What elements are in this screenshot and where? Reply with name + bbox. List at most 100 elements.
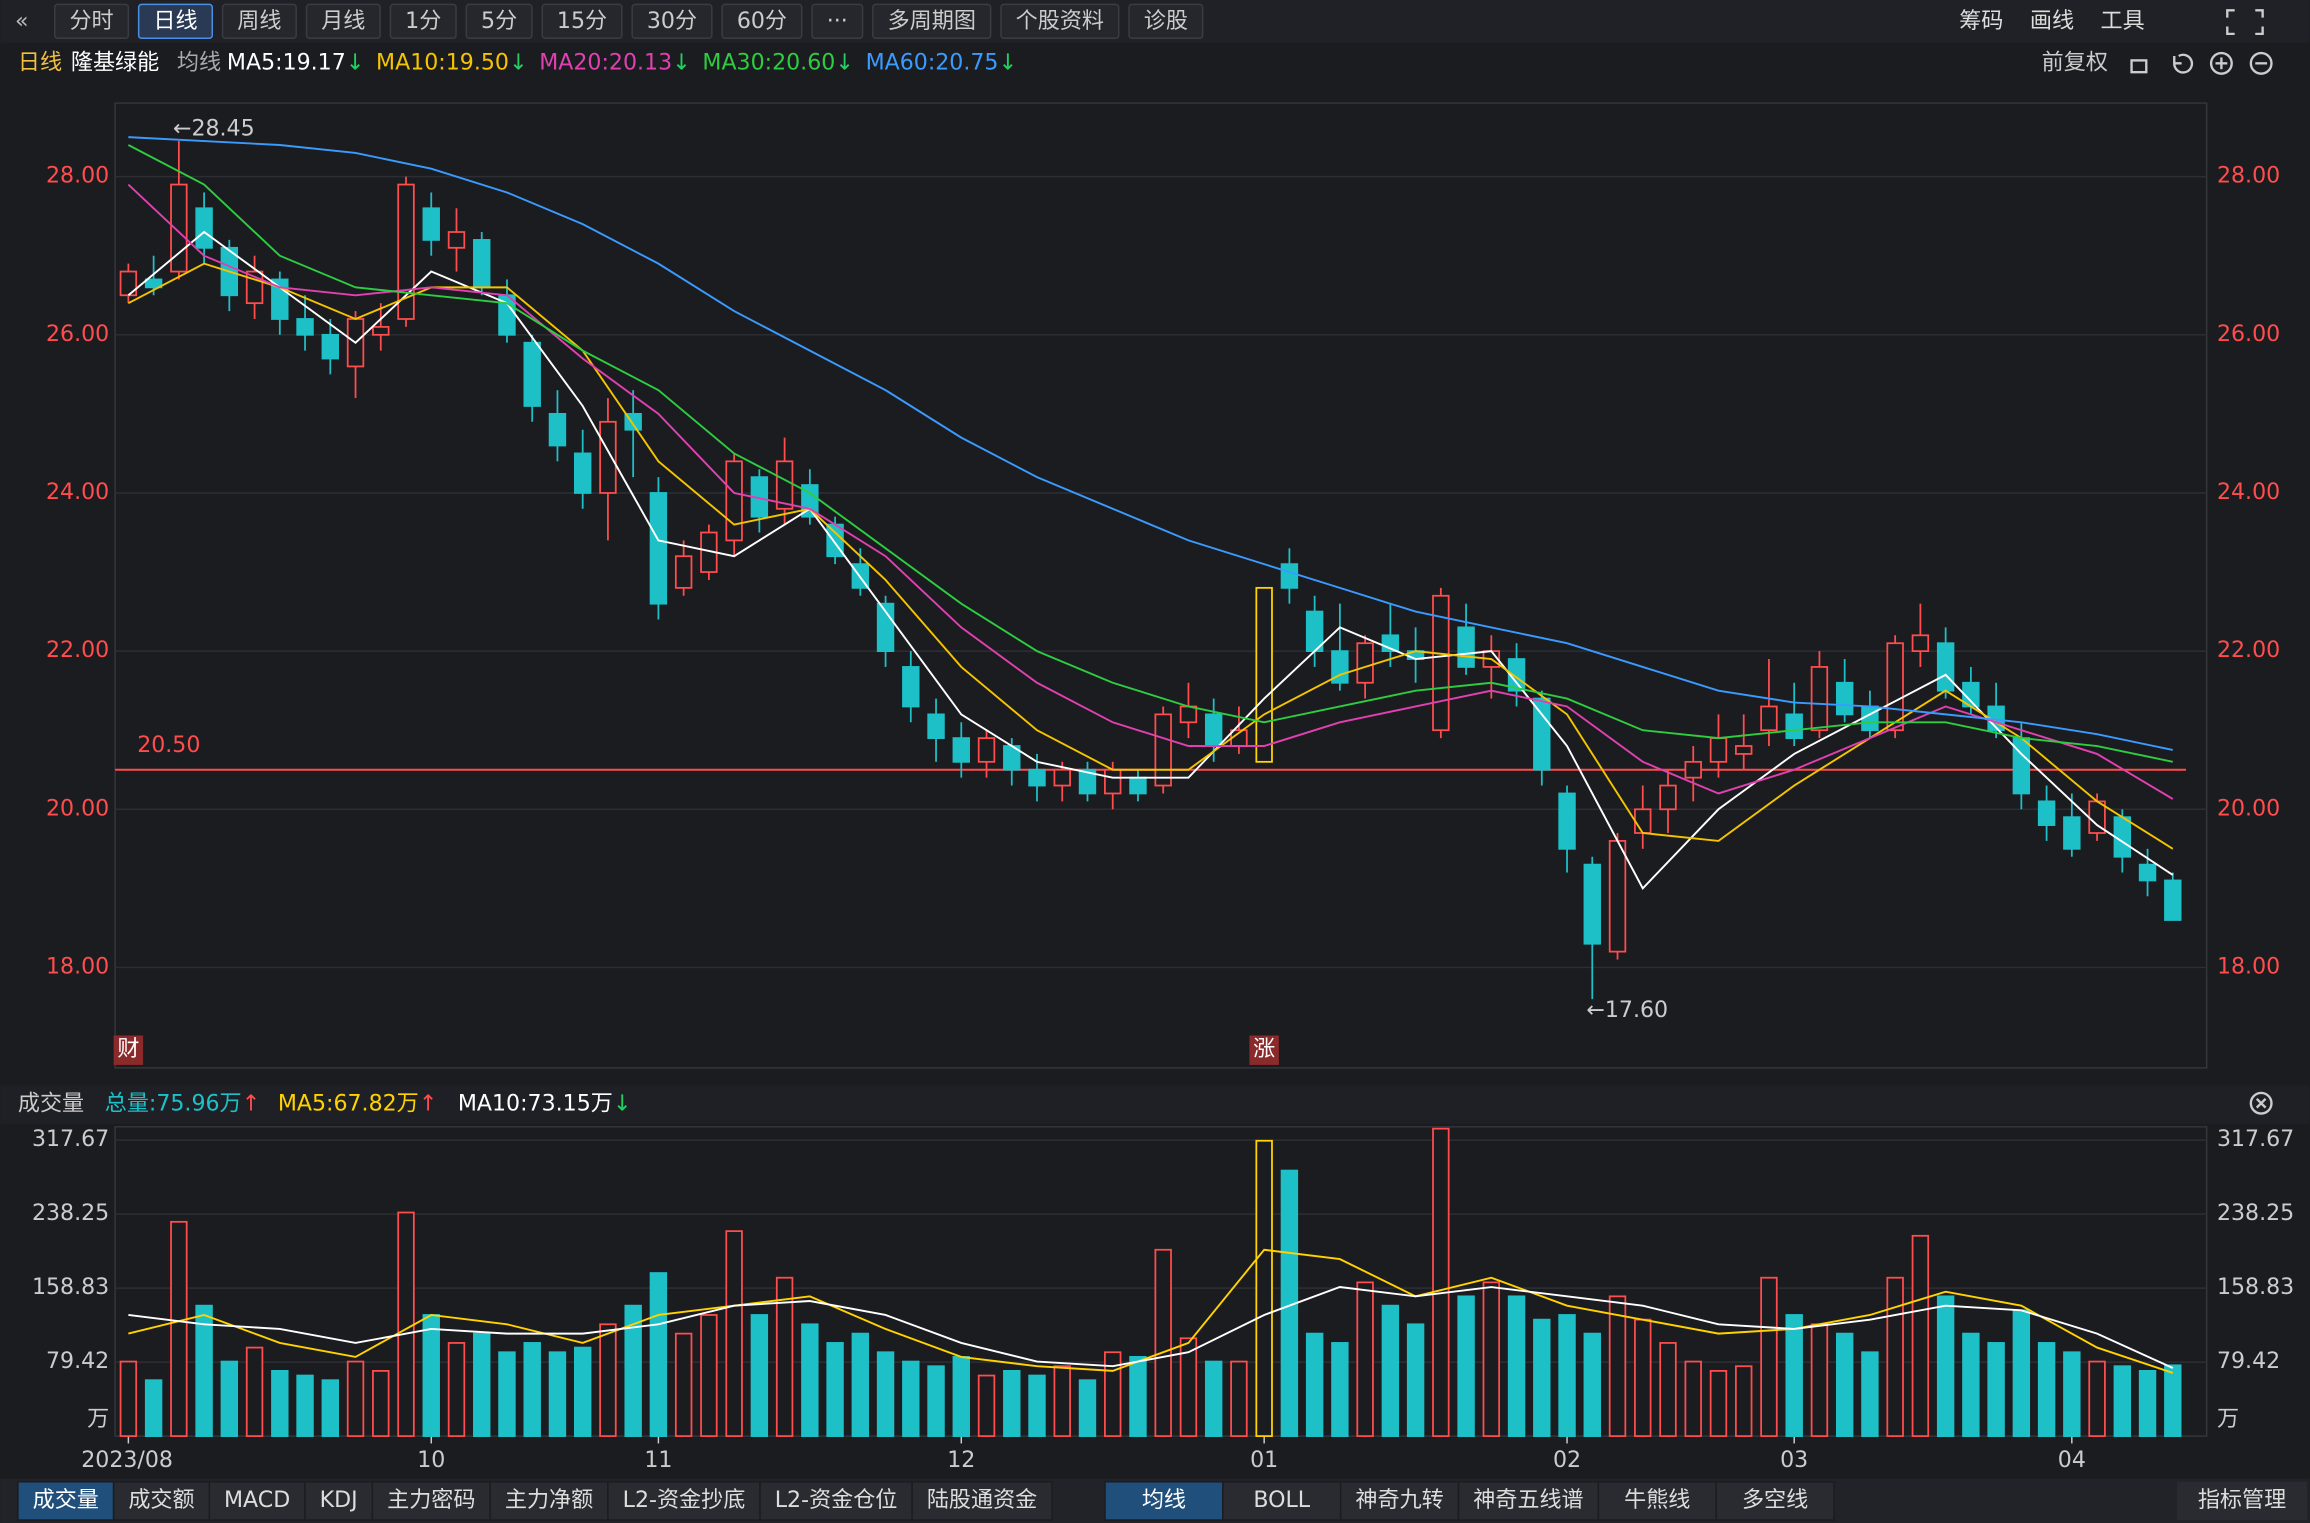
toolbar-right-label[interactable]: 筹码 — [1959, 8, 2003, 34]
tab[interactable] — [1715, 1481, 1835, 1521]
candle-body — [1659, 784, 1677, 811]
toolbar-button[interactable] — [1000, 3, 1120, 40]
tab[interactable] — [1222, 1481, 1342, 1521]
x-tick-label: 2023/08 — [81, 1447, 173, 1473]
manage-label[interactable]: 指标管理 — [2198, 1487, 2286, 1513]
tab-label[interactable]: MACD — [224, 1487, 290, 1513]
tab-label[interactable]: 神奇五线谱 — [1473, 1487, 1583, 1513]
tab-label[interactable]: KDJ — [320, 1487, 358, 1513]
tab-label[interactable]: 多空线 — [1742, 1487, 1808, 1513]
volume-bar — [1936, 1295, 1955, 1437]
tab-label[interactable]: L2-资金仓位 — [775, 1487, 898, 1513]
candle-body — [2138, 863, 2157, 882]
toolbar-button[interactable] — [811, 3, 864, 40]
toolbar-button[interactable] — [721, 3, 803, 40]
toolbar-label[interactable]: ··· — [827, 8, 848, 34]
candle-body — [548, 413, 567, 447]
toolbar-label[interactable]: 周线 — [237, 8, 281, 34]
toolbar-button[interactable] — [541, 3, 623, 40]
y2-tick-label: 20.00 — [2217, 795, 2280, 821]
toolbar-label[interactable]: 多周期图 — [888, 8, 976, 34]
toolbar-label[interactable]: 月线 — [321, 8, 365, 34]
candle-body — [1735, 745, 1753, 755]
toolbar-button[interactable] — [53, 3, 130, 40]
volume-bar — [1331, 1342, 1349, 1437]
tab-label[interactable]: 主力密码 — [387, 1487, 475, 1513]
volume-bar — [700, 1314, 718, 1437]
adjust-mode[interactable]: 前复权 — [2042, 49, 2108, 75]
tab-label[interactable]: BOLL — [1253, 1487, 1310, 1513]
toolbar-label[interactable]: 日线 — [153, 8, 197, 34]
tab-label[interactable]: 陆股通资金 — [927, 1487, 1037, 1513]
volume-bar — [422, 1314, 440, 1437]
volume-bar — [1053, 1365, 1071, 1437]
toolbar-label[interactable]: 15分 — [557, 8, 607, 34]
candle-body — [1129, 776, 1147, 795]
toolbar-label[interactable]: 30分 — [647, 8, 697, 34]
event-marker[interactable] — [1249, 1035, 1279, 1065]
candle-body — [1835, 681, 1854, 716]
volume-legend-entry: MA5:67.82万 — [278, 1091, 419, 1117]
volume-unit-right: 万 — [2217, 1406, 2239, 1432]
toolbar-label[interactable]: 分时 — [69, 8, 113, 34]
tab-label[interactable]: L2-资金抄底 — [623, 1487, 746, 1513]
event-marker-label[interactable]: 涨 — [1253, 1036, 1275, 1062]
candle-body — [977, 737, 996, 763]
tab[interactable] — [1457, 1481, 1600, 1521]
toolbar-button[interactable] — [305, 3, 381, 40]
volume-bar — [1179, 1337, 1198, 1437]
tab-label[interactable]: 牛熊线 — [1624, 1487, 1690, 1513]
y-tick-label: 20.00 — [46, 795, 109, 821]
toolbar-button[interactable] — [631, 3, 713, 40]
zoom-out-icon[interactable] — [2249, 51, 2273, 75]
fullscreen-icon[interactable] — [2226, 9, 2264, 36]
toolbar-label[interactable]: 60分 — [737, 8, 787, 34]
legend-entry: MA10:19.50 — [376, 49, 509, 75]
volume-bar — [599, 1323, 617, 1437]
tab[interactable] — [489, 1481, 609, 1521]
volume-bar — [1558, 1314, 1576, 1437]
tab[interactable] — [1104, 1481, 1224, 1521]
toolbar-button[interactable] — [389, 3, 457, 40]
volume-tick-label: 317.67 — [32, 1126, 109, 1152]
toolbar-label[interactable]: 个股资料 — [1016, 8, 1104, 34]
toolbar-button[interactable] — [465, 3, 533, 40]
toolbar-button[interactable] — [221, 3, 297, 40]
undo-icon[interactable] — [2173, 53, 2194, 74]
toolbar-button[interactable] — [872, 3, 992, 40]
toolbar-label[interactable]: 1分 — [405, 8, 441, 34]
toolbar-label[interactable]: 诊股 — [1144, 8, 1188, 34]
toolbar-button[interactable] — [1128, 3, 1204, 40]
tab[interactable] — [304, 1481, 374, 1521]
volume-bar — [144, 1379, 163, 1437]
toolbar-right-label[interactable]: 工具 — [2101, 8, 2145, 34]
volume-bar — [473, 1332, 491, 1437]
candle-body — [523, 341, 541, 407]
volume-bar — [952, 1356, 970, 1437]
tab[interactable] — [607, 1481, 761, 1521]
event-marker[interactable] — [113, 1035, 144, 1065]
tab-label[interactable]: 神奇九转 — [1355, 1487, 1443, 1513]
close-icon[interactable] — [2249, 1091, 2273, 1115]
volume-bar — [1507, 1295, 1526, 1437]
tab-label[interactable]: 成交量 — [33, 1487, 99, 1513]
tab[interactable] — [1339, 1481, 1460, 1521]
toolbar-button[interactable] — [137, 3, 214, 40]
tab[interactable] — [1597, 1481, 1717, 1521]
tab-label[interactable]: 均线 — [1142, 1487, 1186, 1513]
toolbar-label[interactable]: 5分 — [481, 8, 517, 34]
collapse-icon[interactable]: « — [15, 8, 29, 34]
tab-label[interactable]: 成交额 — [128, 1487, 194, 1513]
volume-bar — [195, 1304, 213, 1437]
legend-entry: MA30:20.60 — [702, 49, 835, 75]
tab[interactable] — [911, 1481, 1053, 1521]
tab-label[interactable]: 主力净额 — [505, 1487, 593, 1513]
indicator-name: 均线 — [177, 49, 221, 75]
manage-button[interactable] — [2177, 1481, 2307, 1521]
volume-tick-label: 79.42 — [46, 1348, 109, 1374]
volume-bar — [523, 1342, 541, 1437]
event-marker-label[interactable]: 财 — [117, 1036, 139, 1062]
zoom-in-icon[interactable] — [2209, 51, 2233, 75]
toolbar-right-label[interactable]: 画线 — [2030, 8, 2074, 34]
lock-icon[interactable] — [2130, 59, 2148, 74]
